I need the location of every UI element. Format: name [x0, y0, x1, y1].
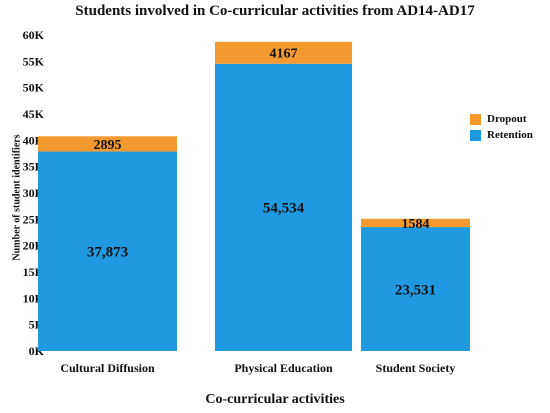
bar-dropout-1 [38, 136, 177, 152]
bar-dropout-2 [215, 41, 352, 64]
legend-label: Dropout [487, 113, 527, 125]
data-label-retention: 23,531 [395, 282, 436, 298]
chart-title: Students involved in Co-curricular activ… [75, 3, 475, 19]
bar-dropout-3 [361, 218, 470, 228]
y-tick-label: 60K [23, 28, 45, 42]
x-tick-label: Cultural Diffusion [60, 361, 155, 375]
legend-item-retention: Retention [470, 127, 533, 143]
bar-retention-2 [215, 63, 352, 352]
legend-label: Retention [487, 129, 533, 141]
data-label-dropout: 2895 [94, 138, 122, 153]
data-label-retention: 37,873 [87, 245, 128, 261]
bar-retention-1 [38, 151, 177, 351]
legend-swatch [470, 129, 481, 141]
x-tick-label: Physical Education [234, 361, 333, 375]
y-tick-label: 45K [23, 107, 45, 121]
data-label-retention: 54,534 [263, 201, 305, 217]
x-tick-label: Student Society [376, 361, 456, 375]
data-label-dropout: 4167 [270, 47, 298, 62]
x-axis-label: Co-curricular activities [205, 392, 345, 407]
legend: Dropout Retention [470, 111, 533, 143]
y-tick-label: 55K [23, 54, 45, 68]
data-label-dropout: 1584 [402, 217, 430, 232]
y-tick-label: 50K [23, 81, 45, 95]
legend-item-dropout: Dropout [470, 111, 533, 127]
legend-swatch [470, 113, 481, 125]
bar-retention-3 [361, 227, 470, 351]
